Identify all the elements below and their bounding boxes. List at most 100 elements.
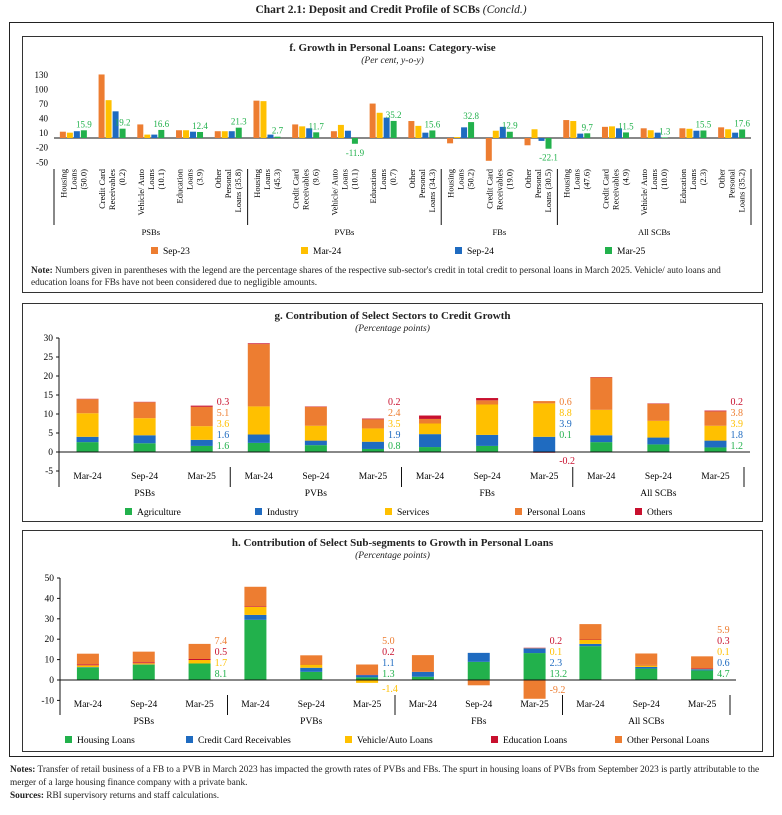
bar-mar-24 — [337, 124, 344, 138]
bar-segment-housing-loans — [188, 663, 211, 680]
bar-segment-services — [247, 406, 270, 435]
bar-segment-personal-loans — [590, 377, 613, 410]
y-tick-label: 70 — [39, 99, 49, 109]
data-label: 8.1 — [215, 669, 228, 680]
bar-mar-25 — [80, 130, 87, 138]
x-category-label: Loans — [456, 169, 466, 190]
bar-segment-industry — [304, 440, 327, 446]
bar-sep-23 — [408, 121, 415, 138]
data-label: 5.1 — [217, 408, 230, 419]
data-label: 9.7 — [582, 122, 594, 132]
bar-segment-credit-card-receivables — [635, 666, 658, 669]
bar-mar-24 — [105, 100, 112, 138]
x-category-label: Loans (34.3) — [427, 169, 437, 213]
x-category-label: Loans — [262, 169, 272, 190]
x-category-label: Sep-24 — [474, 472, 501, 482]
x-category-label: Other — [213, 169, 223, 189]
x-category-label: Loans — [572, 169, 582, 190]
bar-segment-personal-loans — [133, 402, 156, 419]
bar-sep-24 — [190, 131, 197, 138]
x-category-label: Sep-24 — [298, 700, 325, 710]
bar-mar-24 — [570, 121, 577, 138]
panel-f-title: f. Growth in Personal Loans: Category-wi… — [289, 42, 496, 54]
x-category-label: Mar-25 — [688, 700, 717, 710]
x-category-label: Other — [717, 169, 727, 189]
panel-f-note: Note: Numbers given in parentheses with … — [31, 265, 754, 289]
bar-sep-23 — [292, 124, 299, 138]
bar-sep-24 — [112, 111, 119, 138]
data-label: 32.8 — [463, 111, 479, 121]
bar-segment-agriculture — [647, 444, 670, 452]
data-label: 0.2 — [730, 397, 743, 408]
x-category-label: (10.0) — [659, 169, 669, 190]
bar-segment-personal-loans — [361, 419, 384, 429]
group-label: All SCBs — [640, 489, 676, 499]
data-label: 13.2 — [550, 669, 568, 680]
bar-segment-other-personal-loans — [356, 664, 379, 675]
legend-swatch — [345, 736, 352, 743]
x-category-label: Sep-24 — [645, 472, 672, 482]
bar-mar-24 — [531, 129, 538, 138]
group-label: PVBs — [334, 227, 354, 237]
footer-notes: Notes: Transfer of retail business of a … — [10, 764, 775, 790]
group-label: PVBs — [300, 717, 322, 727]
x-category-label: Education — [678, 168, 688, 203]
x-category-label: Loans — [688, 169, 698, 190]
bar-segment-credit-card-receivables — [244, 614, 267, 620]
x-category-label: Mar-24 — [73, 472, 102, 482]
legend-swatch — [385, 508, 392, 515]
footer-sources: Sources: RBI supervisory returns and sta… — [10, 790, 775, 803]
bar-mar-24 — [183, 130, 190, 138]
data-label: 3.8 — [730, 408, 743, 419]
bar-segment-agriculture — [304, 445, 327, 452]
note-label: Note: — [31, 266, 53, 276]
bar-segment-agriculture — [476, 445, 499, 452]
panel-g-title: g. Contribution of Select Sectors to Cre… — [274, 310, 511, 322]
x-category-label: (47.6) — [582, 169, 592, 190]
panel-h-subtitle: (Percentage points) — [355, 551, 430, 561]
bar-mar-24 — [299, 126, 306, 138]
bar-mar-24 — [260, 101, 267, 138]
x-category-label: Receivables — [610, 169, 620, 210]
x-category-label: Sep-24 — [130, 700, 157, 710]
legend-label: Personal Loans — [527, 508, 586, 518]
y-tick-label: 50 — [45, 574, 55, 584]
bar-segment-other-personal-loans — [523, 680, 546, 699]
bar-sep-23 — [485, 138, 492, 161]
bar-segment-others — [476, 398, 499, 401]
bar-mar-25 — [622, 132, 629, 138]
bar-sep-24 — [577, 133, 584, 138]
data-label: 12.9 — [502, 121, 518, 131]
bar-segment-agriculture — [419, 447, 442, 452]
x-category-label: Mar-25 — [188, 472, 217, 482]
bar-segment-industry — [76, 436, 99, 443]
bar-sep-23 — [640, 128, 647, 138]
bar-segment-services — [190, 426, 213, 440]
data-label: 3.5 — [388, 419, 401, 430]
bar-segment-other-personal-loans — [188, 643, 211, 659]
x-category-label: Credit Card — [291, 168, 301, 209]
bar-segment-other-personal-loans — [76, 653, 99, 665]
data-label: 0.3 — [717, 636, 730, 647]
y-tick-label: 30 — [44, 334, 54, 344]
y-tick-label: 30 — [45, 615, 55, 625]
x-category-label: (3.9) — [194, 169, 204, 185]
data-label: 1.8 — [730, 430, 743, 441]
bar-sep-23 — [447, 138, 454, 144]
bar-sep-23 — [718, 127, 725, 138]
bar-segment-personal-loans — [247, 344, 270, 407]
y-tick-label: 10 — [44, 410, 54, 420]
x-category-label: Receivables — [107, 169, 117, 210]
bar-mar-24 — [144, 134, 151, 138]
legend-swatch — [301, 247, 308, 254]
bar-segment-other-personal-loans — [300, 655, 323, 665]
bar-mar-24 — [608, 126, 615, 138]
bar-segment-industry — [133, 435, 156, 444]
bar-segment-housing-loans — [76, 667, 99, 680]
x-category-label: (0.7) — [388, 169, 398, 185]
y-tick-label: 130 — [35, 70, 49, 80]
x-category-label: Credit Card — [600, 168, 610, 209]
bar-segment-industry — [476, 434, 499, 446]
